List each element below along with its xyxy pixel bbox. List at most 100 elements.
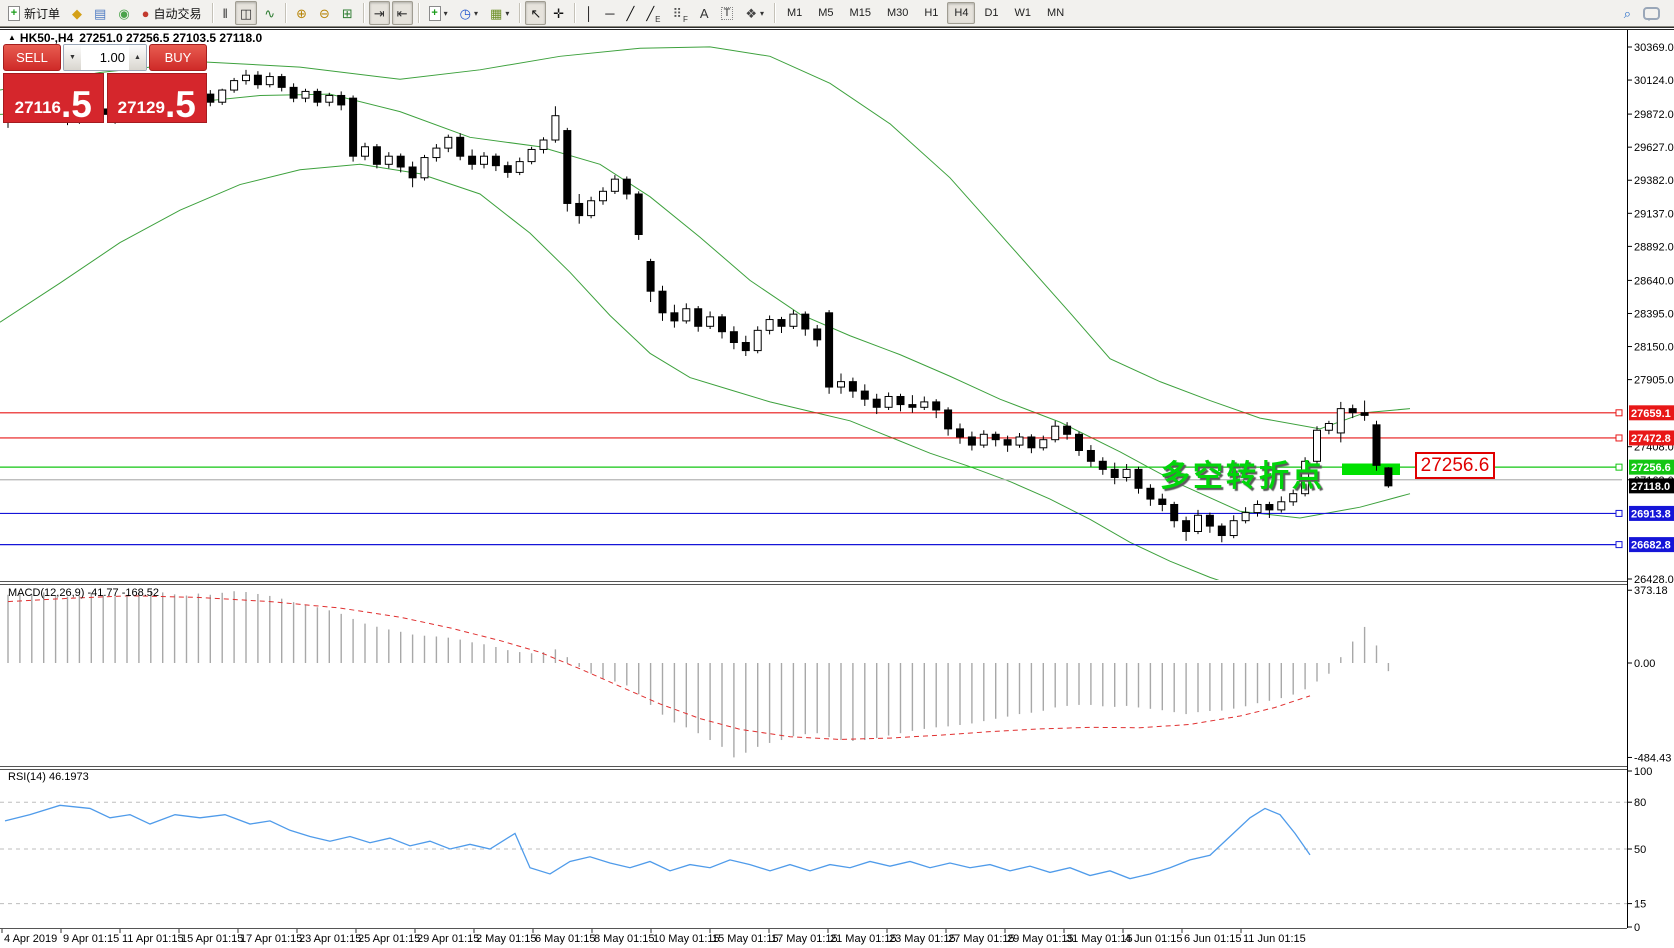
- new-order-button-label: 新订单: [24, 6, 61, 21]
- level-handle-27472.8[interactable]: [1615, 434, 1623, 442]
- svg-text:29872.0: 29872.0: [1634, 109, 1674, 121]
- line-chart-icon: ∿: [264, 5, 276, 21]
- market-watch-button[interactable]: ▤: [89, 1, 111, 25]
- candlestick-chart-button[interactable]: ◫: [234, 1, 258, 25]
- chevron-down-icon: ▾: [505, 8, 510, 18]
- toolbar-separator: [574, 3, 576, 23]
- toolbar-separator: [362, 3, 364, 23]
- chat-icon: [1643, 6, 1660, 21]
- axis-badge-27118.0[interactable]: 27118.0: [1629, 478, 1674, 494]
- timeframe-h4-button[interactable]: H4: [947, 2, 976, 24]
- autotrading-button[interactable]: ● 自动交易: [137, 1, 207, 25]
- eraser-button[interactable]: ◆: [67, 1, 87, 25]
- sell-button[interactable]: SELL: [3, 44, 61, 71]
- crosshair-button[interactable]: ✛: [548, 1, 569, 25]
- sell-price-display[interactable]: 27116.5: [3, 73, 104, 123]
- volume-increase-button[interactable]: ▲: [129, 45, 146, 70]
- svg-text:29 Apr 01:15: 29 Apr 01:15: [417, 933, 479, 945]
- buy-button[interactable]: BUY: [149, 44, 207, 71]
- timeframe-w1-button[interactable]: W1: [1014, 7, 1032, 19]
- templates-button[interactable]: ▦ ▾: [485, 1, 514, 25]
- svg-text:28150.0: 28150.0: [1634, 342, 1674, 354]
- fibonacci-icon: ⠿: [672, 5, 683, 21]
- axis-badge-27256.6[interactable]: 27256.6: [1629, 459, 1674, 475]
- level-handle-27659.1[interactable]: [1615, 409, 1623, 417]
- zoom-out-button[interactable]: ⊖: [314, 1, 335, 25]
- rsi-pane: [0, 801, 1627, 905]
- axis-badge-27472.8[interactable]: 27472.8: [1629, 430, 1674, 446]
- svg-text:28892.0: 28892.0: [1634, 241, 1674, 253]
- rsi-axis[interactable]: 100 80 50 15 0: [1627, 766, 1652, 934]
- timeframe-h1-button[interactable]: H1: [924, 7, 939, 19]
- timeframe-m15-button[interactable]: M15: [849, 7, 871, 19]
- tile-windows-button[interactable]: ⊞: [337, 1, 358, 25]
- cursor-icon: ↖: [530, 5, 542, 21]
- bar-chart-button[interactable]: ‖: [218, 1, 233, 25]
- macd-axis[interactable]: 373.18 0.00 -484.43: [1627, 585, 1671, 764]
- arrows-button[interactable]: ❖ ▾: [740, 1, 769, 25]
- line-chart-button[interactable]: ∿: [259, 1, 280, 25]
- search-button[interactable]: ⌕: [1619, 1, 1636, 25]
- chart-annotation-text[interactable]: 多空转折点: [1160, 460, 1325, 493]
- timeframe-m30-button[interactable]: M30: [886, 7, 909, 19]
- autotrading-button-label: 自动交易: [153, 6, 202, 21]
- collapse-arrow-icon[interactable]: ▲: [8, 33, 16, 42]
- buy-price-display[interactable]: 27129.5: [106, 73, 207, 123]
- axis-badge-26913.8[interactable]: 26913.8: [1629, 505, 1674, 521]
- text-button[interactable]: A: [695, 1, 714, 25]
- candlestick-icon: ◫: [239, 5, 253, 21]
- icon-subscript: F: [683, 15, 688, 24]
- timeframe-mn-button[interactable]: MN: [1047, 7, 1065, 19]
- svg-text:29382.0: 29382.0: [1634, 175, 1674, 187]
- svg-text:29 May 01:15: 29 May 01:15: [1007, 933, 1074, 945]
- svg-text:0: 0: [1634, 922, 1640, 934]
- chat-button[interactable]: [1638, 1, 1665, 25]
- indicators-button[interactable]: + ▾: [424, 1, 453, 25]
- channel-button[interactable]: ╱ E: [641, 1, 665, 25]
- level-handle-26682.8[interactable]: [1615, 541, 1623, 549]
- horizontal-line-button[interactable]: ─: [600, 1, 619, 25]
- toolbar-separator: [211, 3, 213, 23]
- periods-button[interactable]: ◷ ▾: [455, 1, 483, 25]
- sell-price-int: 27116: [14, 98, 61, 117]
- axis-badge-27659.1[interactable]: 27659.1: [1629, 405, 1674, 421]
- fibonacci-button[interactable]: ⠿ F: [667, 1, 692, 25]
- svg-text:23 Apr 01:15: 23 Apr 01:15: [299, 933, 361, 945]
- svg-text:28395.0: 28395.0: [1634, 308, 1674, 320]
- svg-text:27118.0: 27118.0: [1631, 481, 1670, 493]
- timeframe-d1-button[interactable]: D1: [984, 7, 999, 19]
- axis-badge-26682.8[interactable]: 26682.8: [1629, 537, 1674, 553]
- text-label-button[interactable]: T: [716, 1, 739, 25]
- chart-window-icon: ▤: [94, 5, 107, 21]
- timeframe-m5-button[interactable]: M5: [818, 7, 834, 19]
- auto-scroll-button[interactable]: ⇥: [368, 1, 390, 25]
- volume-decrease-button[interactable]: ▼: [64, 45, 81, 70]
- volume-input[interactable]: [81, 45, 129, 70]
- svg-text:31 May 01:15: 31 May 01:15: [1066, 933, 1133, 945]
- svg-text:27256.6: 27256.6: [1631, 462, 1671, 474]
- timeframe-m1-button[interactable]: M1: [786, 7, 803, 19]
- cursor-button[interactable]: ↖: [525, 1, 547, 25]
- text-icon: A: [699, 5, 709, 21]
- eraser-icon: ◆: [72, 5, 83, 21]
- vertical-line-button[interactable]: │: [580, 1, 598, 25]
- price-axis[interactable]: 30369.0 30124.0 29872.0 29627.0 29382.0 29137…: [1627, 42, 1674, 586]
- new-order-button[interactable]: + 新订单: [3, 1, 65, 25]
- signal-button[interactable]: ◉: [113, 1, 134, 25]
- zoom-in-button[interactable]: ⊕: [291, 1, 312, 25]
- price-callout-box[interactable]: 27256.6: [1415, 452, 1495, 479]
- level-handle-26913.8[interactable]: [1615, 509, 1623, 517]
- level-handle-27256.6[interactable]: [1615, 463, 1623, 471]
- auto-scroll-icon: ⇥: [373, 5, 385, 21]
- toolbar-separator: [417, 3, 419, 23]
- chart-shift-button[interactable]: ⇤: [391, 1, 413, 25]
- highlight-rectangle[interactable]: [1342, 463, 1400, 476]
- template-icon: ▦: [490, 5, 503, 21]
- trendline-button[interactable]: ╱: [621, 1, 639, 25]
- new-order-icon: +: [8, 5, 20, 21]
- rsi-label: RSI(14) 46.1973: [8, 771, 89, 783]
- toolbar-separator: [519, 3, 521, 23]
